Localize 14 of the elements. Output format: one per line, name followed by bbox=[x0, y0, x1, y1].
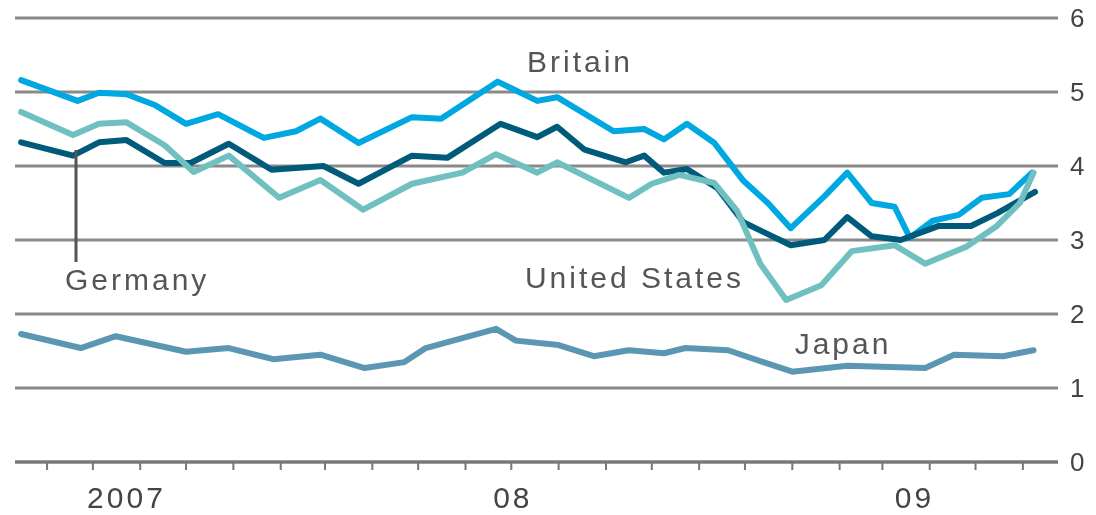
x-tick-label: 2007 bbox=[87, 481, 166, 514]
y-tick-label: 6 bbox=[1070, 3, 1085, 34]
y-tick-label: 1 bbox=[1070, 373, 1085, 404]
y-tick-label: 2 bbox=[1070, 299, 1085, 330]
y-tick-label: 4 bbox=[1070, 151, 1085, 182]
y-tick-label: 5 bbox=[1070, 77, 1085, 108]
text: Germany bbox=[65, 263, 210, 296]
y-tick-label: 0 bbox=[1070, 447, 1085, 478]
x-tick-label: 09 bbox=[894, 481, 935, 514]
y-tick-label: 3 bbox=[1070, 225, 1085, 256]
series-label: Britain bbox=[526, 45, 634, 78]
series-label: Japan bbox=[794, 327, 892, 360]
x-tick-label: 08 bbox=[493, 481, 533, 514]
series-label: United States bbox=[524, 261, 744, 294]
